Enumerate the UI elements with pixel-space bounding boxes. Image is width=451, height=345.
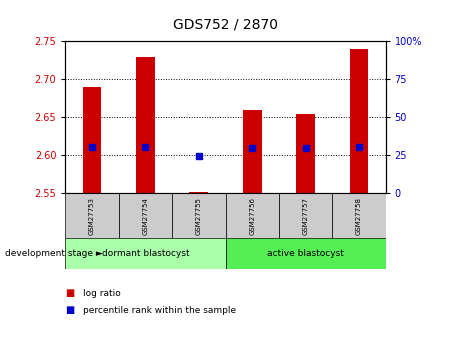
Text: GSM27753: GSM27753 <box>89 197 95 235</box>
Bar <box>226 238 386 269</box>
Bar <box>136 57 155 193</box>
Text: GSM27754: GSM27754 <box>143 197 148 235</box>
Text: GSM27757: GSM27757 <box>303 197 308 235</box>
Text: GSM27756: GSM27756 <box>249 197 255 235</box>
Bar <box>83 87 101 193</box>
Bar <box>65 193 119 238</box>
Text: GDS752 / 2870: GDS752 / 2870 <box>173 17 278 31</box>
Text: percentile rank within the sample: percentile rank within the sample <box>83 306 237 315</box>
Bar <box>119 193 172 238</box>
Text: dormant blastocyst: dormant blastocyst <box>101 249 189 258</box>
Bar <box>243 110 262 193</box>
Bar <box>172 193 226 238</box>
Bar <box>65 238 226 269</box>
Text: log ratio: log ratio <box>83 289 121 298</box>
Text: GSM27758: GSM27758 <box>356 197 362 235</box>
Text: ■: ■ <box>65 306 75 315</box>
Text: development stage ►: development stage ► <box>5 249 102 258</box>
Bar <box>226 193 279 238</box>
Bar <box>332 193 386 238</box>
Text: active blastocyst: active blastocyst <box>267 249 344 258</box>
Bar <box>350 49 368 193</box>
Text: GSM27755: GSM27755 <box>196 197 202 235</box>
Bar <box>296 114 315 193</box>
Bar <box>279 193 332 238</box>
Text: ■: ■ <box>65 288 75 298</box>
